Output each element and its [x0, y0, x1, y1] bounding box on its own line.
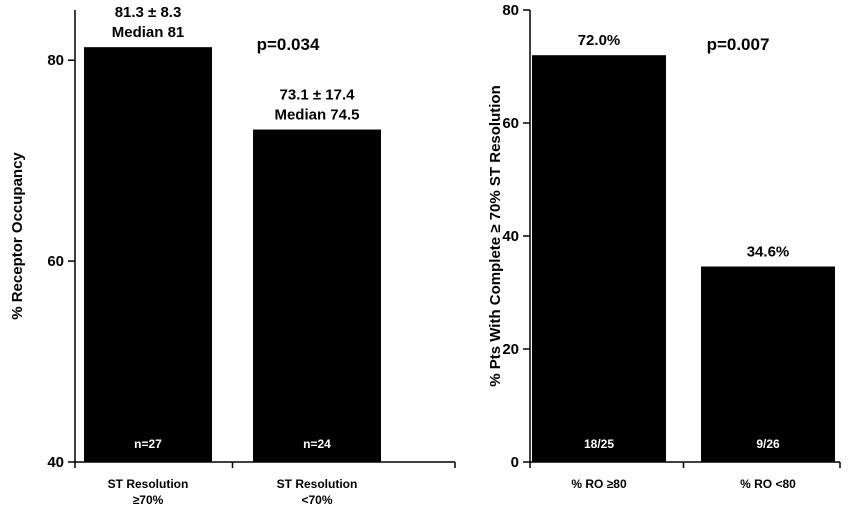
- y-tick-label: 60: [502, 115, 519, 132]
- y-tick-label: 80: [47, 52, 64, 69]
- y-tick-label: 80: [502, 2, 519, 19]
- data-label: 72.0%: [578, 32, 621, 49]
- p-value-annotation: p=0.034: [257, 35, 320, 54]
- y-tick-label: 40: [502, 228, 519, 245]
- y-tick-label: 40: [47, 454, 64, 471]
- y-tick-label: 60: [47, 253, 64, 270]
- data-label: Median 81: [112, 24, 185, 41]
- x-tick-label: ST Resolution: [277, 477, 358, 491]
- x-tick-label: % RO <80: [740, 477, 796, 491]
- x-tick-label: ≥70%: [133, 493, 164, 507]
- y-axis-label: % Receptor Occupancy: [9, 152, 26, 320]
- chart-panel-2: 0 20 40 60 80 % Pts With Complete ≥ 70% ST Re…: [487, 2, 841, 491]
- p-value-annotation: p=0.007: [707, 35, 770, 54]
- data-label: 81.3 ± 8.3: [115, 4, 182, 21]
- bar: [253, 129, 381, 463]
- data-label: 34.6%: [747, 244, 790, 261]
- x-tick-label: ST Resolution: [108, 477, 189, 491]
- x-tick-label: <70%: [301, 493, 332, 507]
- data-label: 73.1 ± 17.4: [280, 87, 356, 104]
- chart-panel-1: 40 60 80 % Receptor Occupancy 81.3 ± 8.3 Medi…: [9, 4, 456, 507]
- bar-count-label: n=24: [303, 437, 331, 451]
- bar: [532, 55, 666, 462]
- data-label: Median 74.5: [274, 107, 359, 124]
- y-tick-label: 20: [502, 341, 519, 358]
- x-tick-label: % RO ≥80: [571, 477, 627, 491]
- bar-count-label: n=27: [134, 437, 162, 451]
- y-tick-label: 0: [511, 454, 519, 471]
- y-axis-label: % Pts With Complete ≥ 70% ST Resolution: [487, 85, 504, 386]
- bar: [701, 266, 835, 462]
- bar: [84, 47, 212, 463]
- bar-count-label: 18/25: [584, 437, 614, 451]
- bar-count-label: 9/26: [756, 437, 780, 451]
